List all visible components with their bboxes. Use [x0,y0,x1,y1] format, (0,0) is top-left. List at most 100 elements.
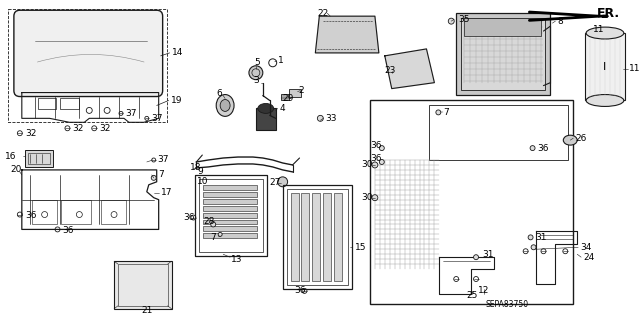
Text: 6: 6 [216,89,222,98]
Text: 32: 32 [99,124,111,133]
Bar [114,261,172,309]
Text: 2: 2 [298,86,304,95]
Text: 7: 7 [159,170,164,179]
Text: 3: 3 [253,76,259,85]
Circle shape [211,222,216,227]
Text: 20: 20 [10,166,21,174]
Circle shape [380,145,384,151]
Text: 21: 21 [141,306,152,315]
Bar [301,193,309,281]
Text: 30: 30 [361,193,372,202]
Bar [585,33,625,100]
Text: 30: 30 [361,160,372,169]
Bar [289,89,301,97]
Ellipse shape [586,27,624,39]
Circle shape [380,160,384,165]
Bar [38,98,56,109]
Bar [291,193,298,281]
Circle shape [530,145,535,151]
Text: 35: 35 [458,15,470,24]
Bar [456,13,550,94]
Text: 13: 13 [231,255,243,264]
Bar [32,200,56,225]
Text: I: I [604,62,607,72]
Bar [334,193,342,281]
Text: 10: 10 [197,177,209,186]
Bar [204,234,257,238]
Text: 22: 22 [317,9,328,18]
Text: 5: 5 [254,58,260,67]
Bar [28,153,49,164]
Ellipse shape [258,103,274,113]
Text: 4: 4 [280,104,285,113]
Bar [204,219,257,225]
Circle shape [151,175,156,180]
Bar [204,199,257,204]
Text: 26: 26 [575,134,587,143]
Circle shape [448,18,454,24]
Text: 18: 18 [191,163,202,173]
Text: 23: 23 [385,66,396,75]
Text: 17: 17 [161,188,172,197]
Text: 7: 7 [211,233,216,242]
Bar [199,179,263,252]
Text: 28: 28 [204,217,214,226]
FancyBboxPatch shape [14,10,163,97]
Text: 16: 16 [5,152,17,160]
Circle shape [317,115,323,121]
Circle shape [531,245,536,250]
Text: 11: 11 [628,64,640,73]
Bar [118,264,168,306]
Polygon shape [385,49,435,89]
Text: 36: 36 [63,226,74,235]
Text: 25: 25 [467,291,478,300]
Text: 14: 14 [172,48,183,57]
Text: 7: 7 [444,108,449,117]
Bar [429,106,568,160]
Text: 15: 15 [355,243,367,252]
Text: 27: 27 [269,178,281,187]
Bar [323,193,332,281]
Bar [204,212,257,218]
Bar [464,18,541,36]
Bar [204,206,257,211]
Circle shape [528,235,533,240]
Text: 9: 9 [197,167,203,176]
Text: 36: 36 [538,144,549,152]
Ellipse shape [220,100,230,111]
Circle shape [474,255,479,260]
Text: 1: 1 [278,56,284,65]
Text: 29: 29 [283,94,294,103]
Circle shape [249,66,263,80]
Bar [256,108,276,130]
Bar [195,175,267,256]
Text: 24: 24 [583,253,595,262]
Text: 34: 34 [580,243,591,252]
Circle shape [372,195,378,201]
Bar [370,100,573,304]
Bar [101,200,126,225]
Text: 36: 36 [370,153,381,162]
Ellipse shape [563,135,577,145]
Text: 11: 11 [593,25,605,33]
Ellipse shape [216,94,234,116]
Polygon shape [316,16,379,53]
Circle shape [278,177,287,187]
Text: 36: 36 [184,213,195,222]
Text: 12: 12 [478,286,490,295]
Text: FR.: FR. [597,7,621,20]
Text: 31: 31 [482,250,493,259]
Bar [60,98,79,109]
Text: 33: 33 [325,114,337,123]
Bar [287,189,348,285]
Bar [204,226,257,231]
Bar [204,185,257,190]
Text: 32: 32 [25,129,36,138]
Text: SEPA83750: SEPA83750 [486,300,529,309]
Text: 36: 36 [370,141,381,150]
Text: 36: 36 [294,286,306,295]
Bar [312,193,321,281]
Bar [281,93,289,100]
Circle shape [436,110,441,115]
Text: 19: 19 [171,96,182,105]
